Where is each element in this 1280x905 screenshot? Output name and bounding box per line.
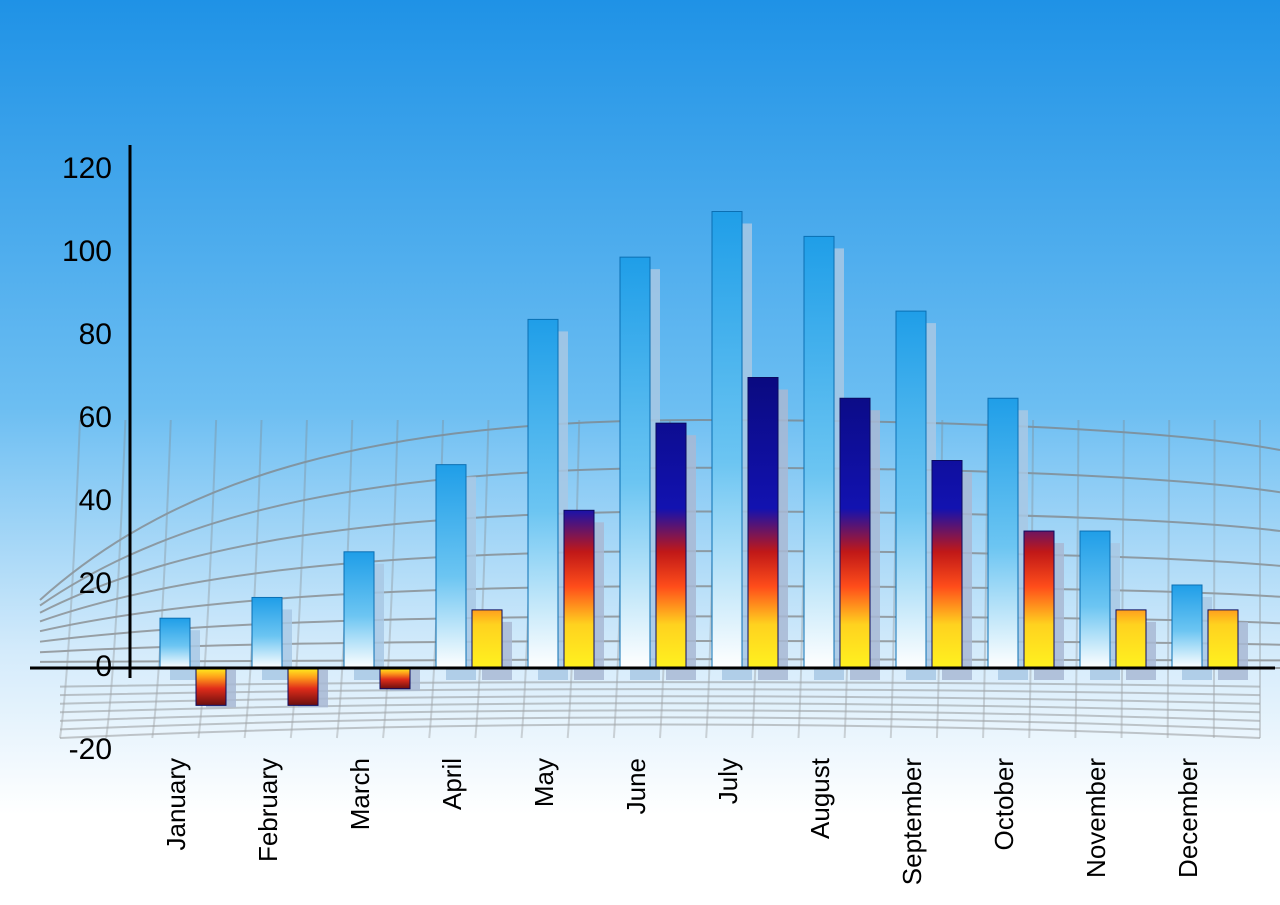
secondary-bar <box>472 610 502 668</box>
month-label: April <box>437 758 467 810</box>
month-label: February <box>253 758 283 862</box>
secondary-bar <box>564 510 594 668</box>
month-label: September <box>897 758 927 886</box>
primary-bar <box>160 618 190 668</box>
ytick-label: 80 <box>79 318 112 351</box>
primary-bar <box>1172 585 1202 668</box>
secondary-bar <box>840 398 870 668</box>
primary-bar <box>804 236 834 668</box>
secondary-bar <box>288 668 318 705</box>
secondary-bar <box>1116 610 1146 668</box>
month-label: December <box>1173 758 1203 878</box>
primary-bar <box>436 465 466 668</box>
ytick-label: 100 <box>62 235 112 268</box>
secondary-bar <box>1208 610 1238 668</box>
secondary-bar <box>656 423 686 668</box>
primary-bar <box>712 212 742 669</box>
ytick-label: 60 <box>79 401 112 434</box>
monthly-bar-chart: -20 0 20 40 60 80 100 120 January February March Ap… <box>0 0 1280 905</box>
secondary-bar <box>1024 531 1054 668</box>
secondary-bar <box>932 461 962 669</box>
primary-bar <box>528 319 558 668</box>
month-label: November <box>1081 758 1111 878</box>
ytick-label: 40 <box>79 484 112 517</box>
month-label: March <box>345 758 375 830</box>
secondary-bar <box>380 668 410 689</box>
chart-container: -20 0 20 40 60 80 100 120 January February March Ap… <box>0 0 1280 905</box>
primary-bar <box>988 398 1018 668</box>
ytick-label: -20 <box>69 733 112 766</box>
primary-bar <box>1080 531 1110 668</box>
month-label: August <box>805 757 835 839</box>
month-label: October <box>989 758 1019 851</box>
ytick-label: 20 <box>79 567 112 600</box>
month-label: July <box>713 758 743 804</box>
month-label: May <box>529 758 559 807</box>
primary-bar <box>620 257 650 668</box>
primary-bar <box>252 597 282 668</box>
month-label: June <box>621 758 651 814</box>
ytick-label: 120 <box>62 152 112 185</box>
primary-bar <box>896 311 926 668</box>
month-label: January <box>161 758 191 851</box>
ytick-label: 0 <box>95 650 112 683</box>
secondary-bar <box>748 378 778 669</box>
primary-bar <box>344 552 374 668</box>
secondary-bar <box>196 668 226 705</box>
